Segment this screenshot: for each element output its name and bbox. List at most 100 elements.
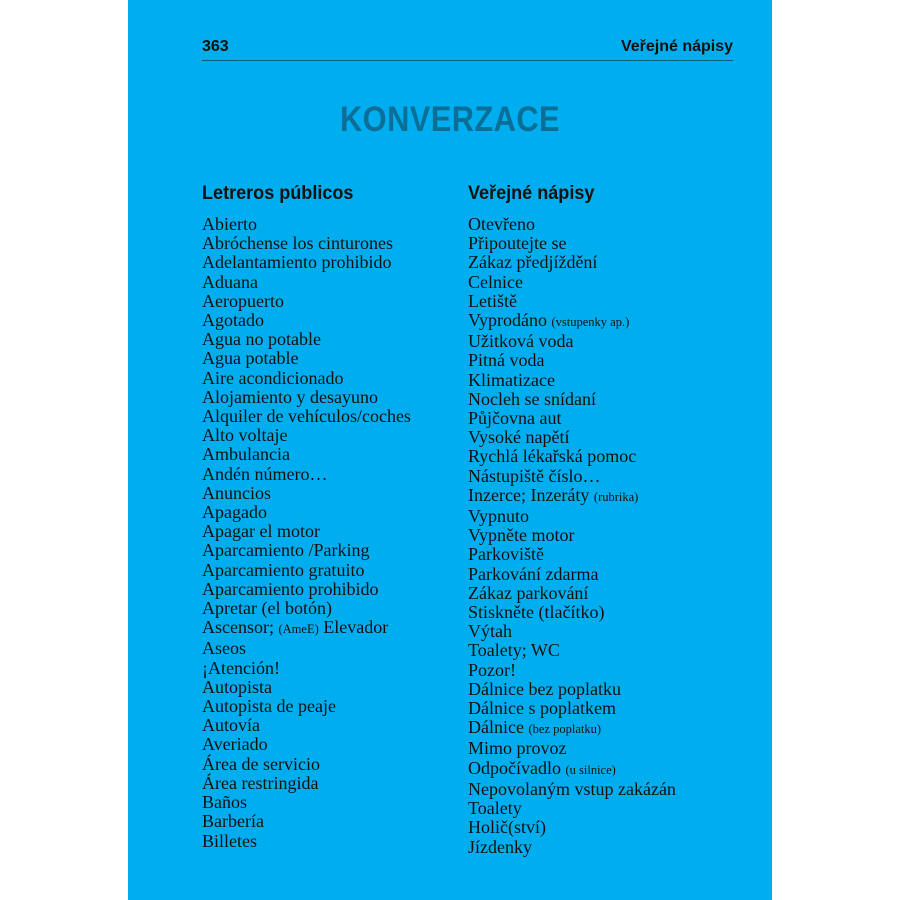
phrase-text: Dálnice s poplatkem (468, 698, 616, 719)
phrase-row: Alquiler de vehículos/coches (202, 406, 411, 426)
phrase-row: Billetes (202, 830, 411, 851)
phrase-row: Autopista (202, 676, 411, 697)
spanish-heading: Letreros públicos (202, 183, 354, 204)
phrase-row: Alto voltaje (202, 426, 411, 445)
phrase-text: Autovía (202, 715, 260, 736)
phrase-row: Agotado (202, 310, 411, 330)
phrase-text: Výtah (468, 621, 512, 642)
phrase-text: Ambulancia (202, 444, 290, 465)
phrase-text: Barbería (202, 811, 264, 832)
phrase-note: (u silnice) (565, 762, 616, 777)
phrase-text: Alojamiento y desayuno (202, 386, 378, 407)
phrase-text: Billetes (202, 830, 257, 851)
phrase-row: Barbería (202, 812, 411, 831)
phrase-row: Toalety; WC (468, 641, 676, 660)
phrase-text: Área de servicio (202, 753, 320, 774)
phrase-row: Holič(ství) (468, 818, 676, 837)
phrase-text: Aeropuerto (202, 290, 284, 311)
phrase-text: Vysoké napětí (468, 427, 570, 448)
phrase-text: Celnice (468, 271, 523, 292)
phrase-text: Odpočívadlo (468, 757, 561, 778)
phrase-row: Výtah (468, 622, 676, 641)
phrase-row: Ascensor; (AmeE) Elevador (202, 618, 411, 639)
phrase-row: Parkování zdarma (468, 563, 676, 584)
phrase-text: Mimo provoz (468, 738, 567, 759)
phrase-row: Odpočívadlo (u silnice) (468, 757, 676, 780)
phrase-text: Nepovolaným vstup zakázán (468, 778, 676, 799)
phrase-row: Stiskněte (tlačítko) (468, 602, 676, 623)
phrase-row: Pozor! (468, 659, 676, 680)
phrase-text: Vypnuto (468, 506, 530, 527)
phrase-text: Abróchense los cinturones (202, 233, 393, 254)
czech-column: Veřejné nápisy Otevřeno Připoutejte se Zák… (468, 183, 676, 857)
phrase-text: Parkování zdarma (468, 563, 599, 584)
phrase-row: Autovía (202, 716, 411, 735)
phrase-row: Anuncios (202, 482, 411, 503)
phrase-row: Alojamiento y desayuno (202, 386, 411, 407)
phrase-note: (bez poplatku) (528, 722, 602, 737)
phrase-text: Vypněte motor (468, 525, 575, 546)
phrase-text: Nástupiště číslo… (468, 465, 601, 486)
phrase-row: Andén número… (202, 464, 411, 484)
phrase-row: Vypnuto (468, 506, 676, 527)
phrase-text: Zákaz předjíždění (468, 252, 598, 273)
phrase-text: Dálnice (468, 717, 524, 738)
phrase-row: Aduana (202, 271, 411, 292)
section-title: Veřejné nápisy (620, 38, 733, 55)
phrase-text: Aduana (202, 271, 258, 292)
phrase-row: Mimo provoz (468, 739, 676, 758)
phrase-row: Apagar el motor (202, 522, 411, 541)
phrase-text: Apretar (el botón) (202, 598, 332, 619)
phrase-row: Aeropuerto (202, 290, 411, 311)
phrase-row: Agua potable (202, 349, 411, 368)
czech-heading: Veřejné nápisy (468, 183, 595, 204)
phrase-text: Área restringida (202, 772, 319, 793)
phrase-text: Pozor! (468, 659, 516, 680)
phrase-text-continued: Elevador (323, 617, 389, 638)
phrase-text: Klimatizace (468, 369, 555, 390)
phrase-row: Otevřeno (468, 214, 676, 234)
phrase-text: Apagado (202, 502, 267, 523)
phrase-row: Agua no potable (202, 330, 411, 349)
phrase-note: (rubrika) (593, 489, 639, 504)
phrase-row: Užitková voda (468, 332, 676, 351)
book-page: 363 Veřejné nápisy KONVERZACE Letreros p… (128, 0, 772, 900)
phrase-text: Apagar el motor (202, 521, 320, 542)
phrase-text: Agua potable (202, 348, 299, 369)
phrase-row: Autopista de peaje (202, 696, 411, 716)
running-header: 363 Veřejné nápisy (202, 36, 733, 61)
phrase-row: Aire acondicionado (202, 368, 411, 388)
phrase-row: Rychlá lékařská pomoc (468, 447, 676, 466)
phrase-row: Averiado (202, 735, 411, 754)
phrase-text: Autopista (202, 676, 272, 697)
phrase-row: Dálnice s poplatkem (468, 698, 676, 719)
phrase-text: Zákaz parkování (468, 582, 589, 603)
page-number: 363 (202, 38, 229, 55)
phrase-row: Aseos (202, 639, 411, 658)
phrase-text: Parkoviště (468, 544, 544, 565)
phrase-row: ¡Atención! (202, 657, 411, 678)
page-title: KONVERZACE (339, 100, 561, 139)
phrase-text: ¡Atención! (202, 657, 280, 678)
phrase-row: Připoutejte se (468, 234, 676, 253)
phrase-row: Inzerce; Inzeráty (rubrika) (468, 484, 676, 507)
phrase-row: Nepovolaným vstup zakázán (468, 778, 676, 799)
phrase-text: Ascensor; (202, 617, 274, 638)
phrase-text: Inzerce; Inzeráty (468, 484, 590, 505)
phrase-row: Zákaz předjíždění (468, 253, 676, 272)
phrase-text: Anuncios (202, 482, 271, 503)
phrase-note: (vstupenky ap.) (551, 315, 630, 330)
phrase-text: Letiště (468, 290, 517, 311)
phrase-text: Rychlá lékařská pomoc (468, 446, 637, 467)
phrase-row: Apagado (202, 502, 411, 523)
phrase-row: Aparcamiento /Parking (202, 541, 411, 560)
phrase-row: Jízdenky (468, 837, 676, 857)
phrase-text: Stiskněte (tlačítko) (468, 602, 605, 623)
phrase-text: Agua no potable (202, 329, 321, 350)
phrase-text: Averiado (202, 734, 268, 755)
phrase-text: Alto voltaje (202, 425, 288, 446)
phrase-text: Užitková voda (468, 331, 574, 352)
phrase-row: Klimatizace (468, 369, 676, 390)
phrase-row: Parkoviště (468, 545, 676, 564)
phrase-row: Dálnice (bez poplatku) (468, 718, 676, 739)
